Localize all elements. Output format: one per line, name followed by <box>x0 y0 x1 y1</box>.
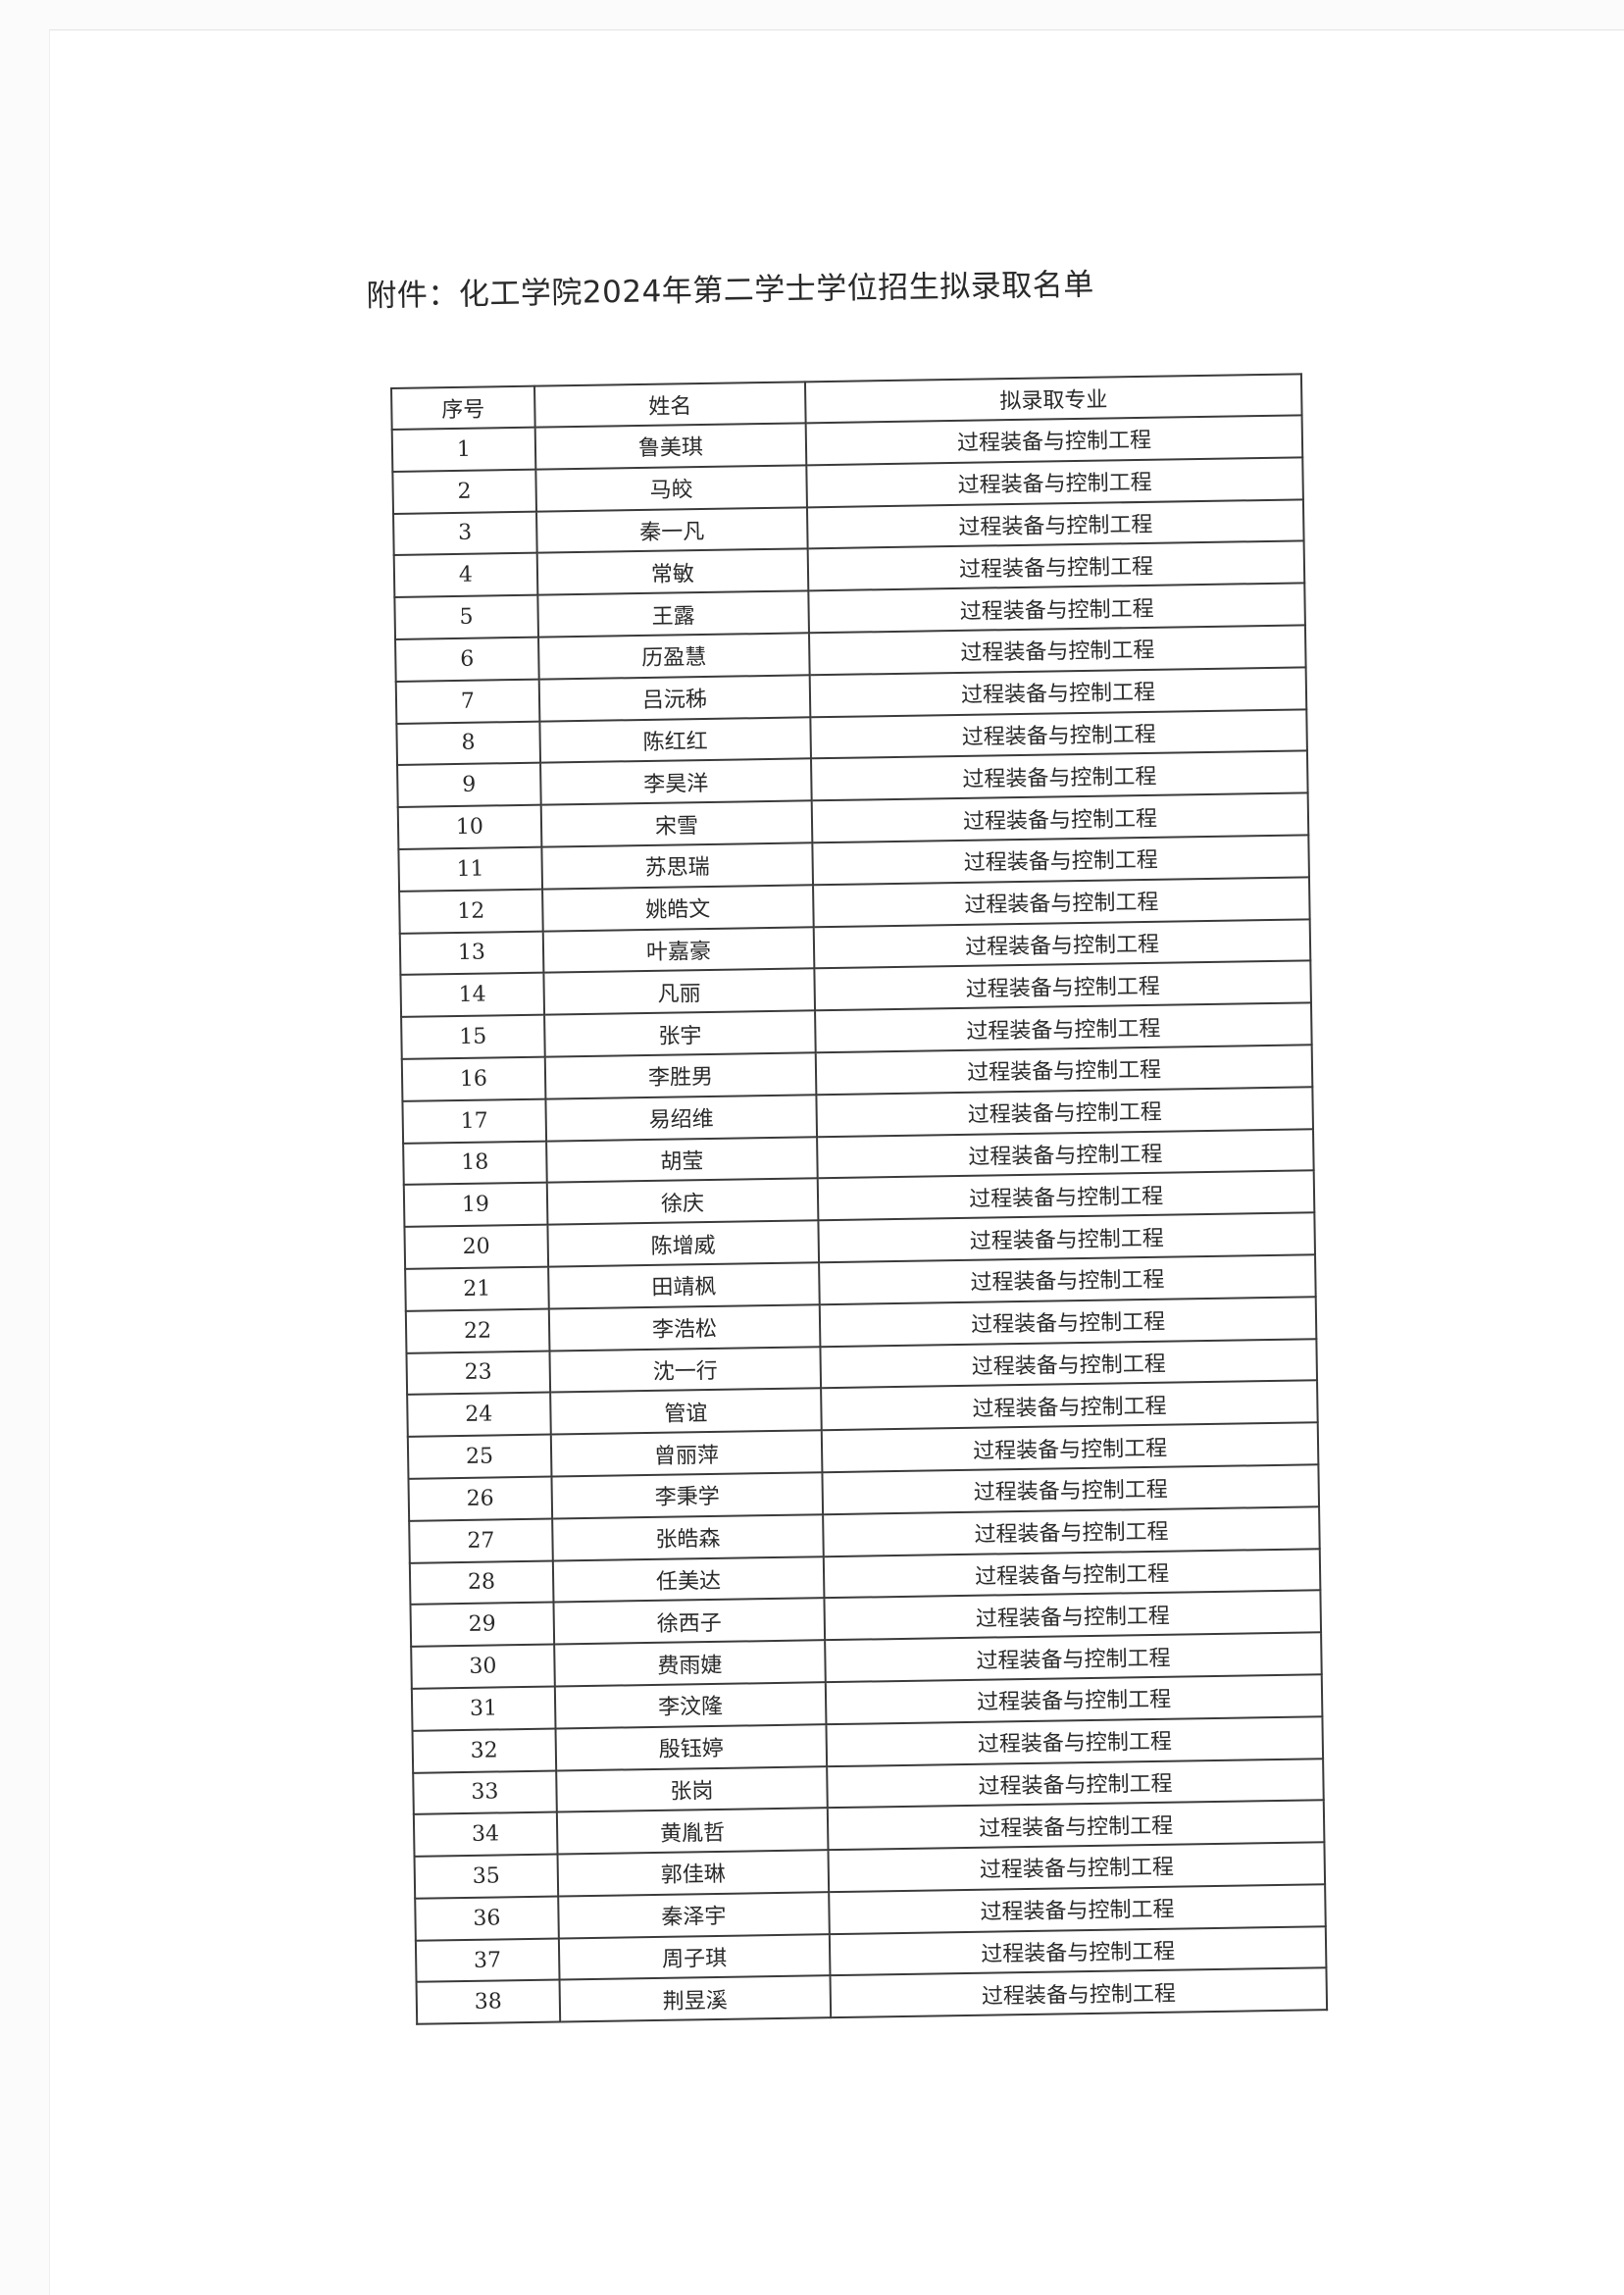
cell-index: 20 <box>404 1224 548 1269</box>
cell-name: 徐西子 <box>553 1598 826 1645</box>
cell-index: 25 <box>407 1434 552 1479</box>
admission-list-table: 序号 姓名 拟录取专业 1 鲁美琪 过程装备与控制工程 2 马皎 过程装备与控制工程 3 秦一… <box>390 373 1328 2025</box>
cell-index: 29 <box>410 1602 554 1647</box>
cell-name: 黄胤哲 <box>556 1808 829 1855</box>
cell-index: 7 <box>395 679 540 724</box>
cell-name: 胡莹 <box>545 1136 818 1183</box>
cell-name: 王露 <box>537 590 810 638</box>
cell-name: 李浩松 <box>548 1303 821 1352</box>
cell-index: 32 <box>412 1728 556 1773</box>
cell-name: 陈增威 <box>547 1220 820 1267</box>
cell-index: 13 <box>399 931 544 976</box>
cell-name: 殷钰婷 <box>555 1723 828 1771</box>
cell-name: 马皎 <box>535 465 808 512</box>
cell-name: 秦一凡 <box>535 506 808 554</box>
cell-index: 36 <box>415 1896 559 1941</box>
cell-index: 5 <box>394 594 538 639</box>
cell-name: 田靖枫 <box>547 1262 820 1309</box>
cell-index: 26 <box>408 1476 552 1521</box>
cell-name: 常敏 <box>536 548 809 595</box>
cell-index: 6 <box>395 637 539 682</box>
cell-name: 荆昱溪 <box>559 1975 832 2022</box>
scanned-page <box>49 29 1624 2295</box>
cell-index: 21 <box>405 1266 549 1311</box>
cell-index: 38 <box>416 1979 560 2025</box>
cell-name: 管谊 <box>549 1388 822 1435</box>
cell-index: 34 <box>413 1811 558 1857</box>
cell-index: 3 <box>393 511 537 556</box>
cell-name: 徐庆 <box>546 1178 819 1225</box>
cell-name: 李秉学 <box>551 1472 824 1519</box>
admission-list-table-wrapper: 序号 姓名 拟录取专业 1 鲁美琪 过程装备与控制工程 2 马皎 过程装备与控制工程 3 秦一… <box>390 373 1328 2025</box>
cell-index: 4 <box>393 553 538 598</box>
cell-name: 苏思瑞 <box>541 842 814 890</box>
cell-index: 22 <box>405 1308 550 1353</box>
cell-name: 陈红红 <box>539 716 812 764</box>
cell-name: 张宇 <box>543 1010 816 1057</box>
cell-index: 17 <box>402 1098 546 1144</box>
cell-name: 郭佳琳 <box>557 1850 830 1897</box>
cell-index: 27 <box>409 1518 553 1563</box>
cell-index: 19 <box>403 1182 548 1228</box>
cell-index: 9 <box>397 763 541 808</box>
cell-index: 12 <box>399 889 543 934</box>
cell-name: 鲁美琪 <box>534 423 807 470</box>
cell-index: 18 <box>403 1141 547 1186</box>
header-index: 序号 <box>391 385 535 430</box>
cell-name: 吕沅秭 <box>538 675 811 722</box>
cell-index: 35 <box>414 1854 558 1899</box>
cell-name: 历盈慧 <box>537 633 810 680</box>
cell-name: 曾丽萍 <box>550 1430 823 1477</box>
cell-index: 23 <box>406 1351 550 1396</box>
cell-index: 1 <box>391 427 536 472</box>
cell-name: 秦泽宇 <box>557 1892 830 1939</box>
cell-name: 姚皓文 <box>541 885 814 932</box>
cell-index: 33 <box>413 1770 557 1815</box>
cell-name: 凡丽 <box>543 968 816 1015</box>
cell-index: 16 <box>401 1056 546 1101</box>
cell-name: 李昊洋 <box>539 758 812 805</box>
cell-name: 任美达 <box>552 1556 825 1603</box>
cell-index: 2 <box>392 469 536 514</box>
cell-name: 李汶隆 <box>554 1682 827 1729</box>
cell-name: 叶嘉豪 <box>542 926 815 973</box>
cell-name: 易绍维 <box>545 1095 818 1142</box>
cell-name: 张岗 <box>555 1765 828 1812</box>
cell-index: 31 <box>411 1686 556 1731</box>
cell-index: 28 <box>409 1560 554 1606</box>
cell-name: 周子琪 <box>558 1933 831 1980</box>
cell-index: 10 <box>397 804 542 849</box>
cell-name: 沈一行 <box>549 1346 822 1393</box>
cell-index: 14 <box>400 972 544 1018</box>
cell-name: 费雨婕 <box>553 1640 826 1687</box>
cell-major: 过程装备与控制工程 <box>830 1967 1328 2018</box>
cell-index: 24 <box>407 1392 551 1437</box>
cell-index: 37 <box>415 1938 560 1983</box>
cell-name: 宋雪 <box>540 800 813 847</box>
cell-index: 8 <box>396 721 540 766</box>
header-name: 姓名 <box>533 382 806 428</box>
cell-name: 李胜男 <box>544 1052 817 1099</box>
cell-index: 30 <box>411 1644 555 1689</box>
cell-name: 张皓森 <box>551 1513 824 1561</box>
cell-index: 15 <box>401 1014 545 1059</box>
cell-index: 11 <box>398 846 542 892</box>
